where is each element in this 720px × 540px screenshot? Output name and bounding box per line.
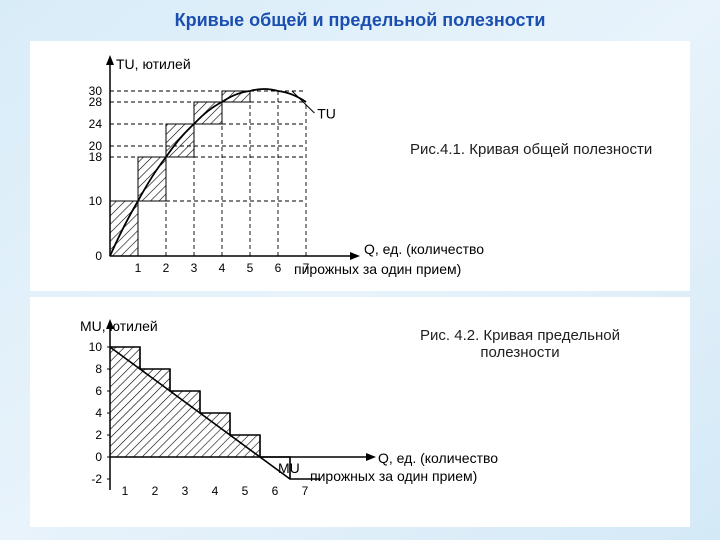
svg-text:8: 8 — [95, 362, 102, 376]
svg-text:24: 24 — [89, 117, 103, 131]
svg-text:4: 4 — [95, 406, 102, 420]
svg-text:пирожных за один прием): пирожных за один прием) — [310, 468, 477, 484]
mu-caption: Рис. 4.2. Кривая предельной полезности — [390, 327, 650, 362]
svg-text:TU: TU — [317, 106, 336, 122]
svg-text:Q, ед. (количество: Q, ед. (количество — [364, 241, 484, 257]
svg-text:MU: MU — [278, 460, 300, 476]
svg-text:TU, ютилей: TU, ютилей — [116, 56, 191, 72]
svg-text:5: 5 — [247, 261, 254, 275]
svg-text:3: 3 — [182, 484, 189, 498]
svg-text:6: 6 — [275, 261, 282, 275]
tu-caption: Рис.4.1. Кривая общей полезности — [410, 141, 690, 158]
svg-text:30: 30 — [89, 84, 103, 98]
svg-text:1: 1 — [135, 261, 142, 275]
svg-text:7: 7 — [302, 484, 309, 498]
svg-text:0: 0 — [95, 450, 102, 464]
page-title: Кривые общей и предельной полезности — [0, 0, 720, 35]
tu-chart-panel: TU, ютилей01018202428301234567TUQ, ед. (… — [30, 41, 690, 291]
svg-text:10: 10 — [89, 194, 103, 208]
svg-text:MU, ютилей: MU, ютилей — [80, 318, 158, 334]
svg-text:пирожных за один прием): пирожных за один прием) — [294, 261, 461, 277]
svg-text:0: 0 — [95, 249, 102, 263]
svg-text:2: 2 — [152, 484, 159, 498]
svg-text:5: 5 — [242, 484, 249, 498]
svg-text:2: 2 — [95, 428, 102, 442]
svg-text:6: 6 — [272, 484, 279, 498]
svg-text:2: 2 — [163, 261, 170, 275]
svg-text:Q, ед. (количество: Q, ед. (количество — [378, 450, 498, 466]
svg-text:20: 20 — [89, 139, 103, 153]
svg-text:6: 6 — [95, 384, 102, 398]
mu-chart-panel: MU, ютилей-202468101234567MUQ, ед. (коли… — [30, 297, 690, 527]
svg-text:4: 4 — [212, 484, 219, 498]
svg-text:1: 1 — [122, 484, 129, 498]
svg-text:3: 3 — [191, 261, 198, 275]
svg-text:4: 4 — [219, 261, 226, 275]
tu-chart: TU, ютилей01018202428301234567TUQ, ед. (… — [30, 41, 690, 291]
svg-text:10: 10 — [89, 340, 103, 354]
svg-text:-2: -2 — [91, 472, 102, 486]
